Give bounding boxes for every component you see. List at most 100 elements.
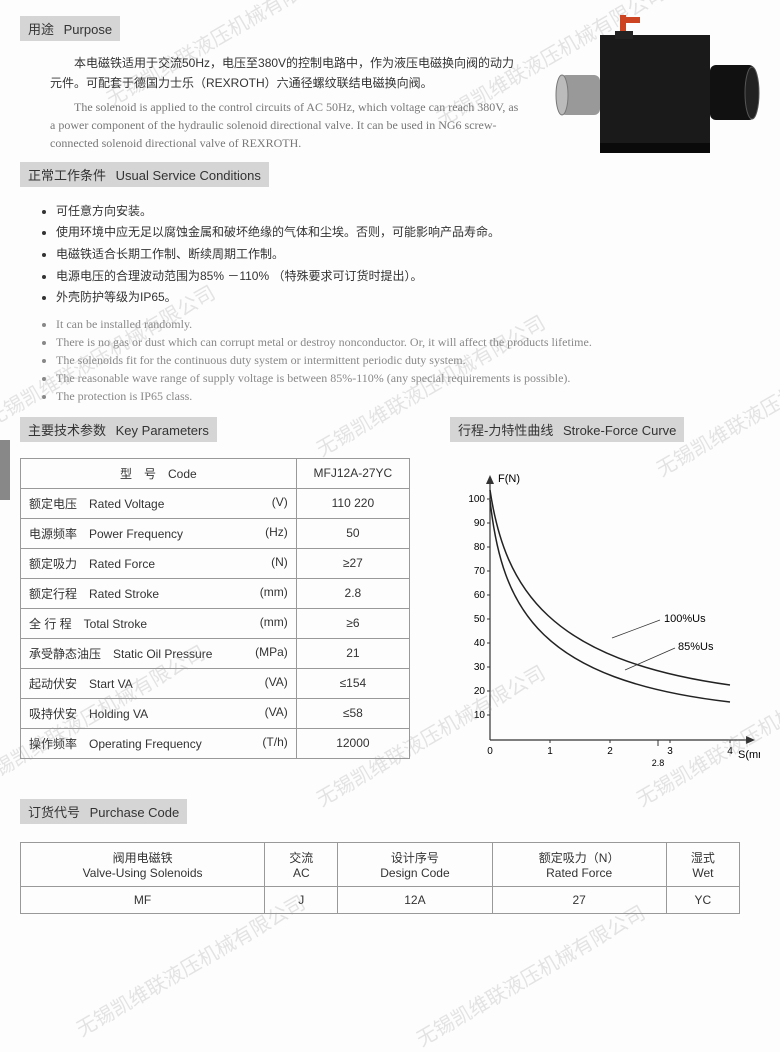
condition-item: 电源电压的合理波动范围为85% －110% （特殊要求可订货时提出）。 bbox=[56, 266, 760, 288]
svg-text:70: 70 bbox=[474, 566, 486, 577]
params-header-en: Key Parameters bbox=[116, 423, 209, 438]
conditions-list-en: It can be installed randomly. There is n… bbox=[56, 315, 760, 405]
param-label: 吸持伏安 Holding VA bbox=[29, 705, 148, 722]
curve-100us bbox=[490, 490, 730, 685]
param-unit: (VA) bbox=[265, 675, 288, 692]
param-unit: (mm) bbox=[260, 615, 288, 632]
svg-text:80: 80 bbox=[474, 542, 486, 553]
pcode-header: 订货代号 Purchase Code bbox=[20, 799, 187, 824]
pcode-cell: YC bbox=[666, 886, 739, 913]
svg-text:20: 20 bbox=[474, 686, 486, 697]
purpose-header-en: Purpose bbox=[64, 22, 112, 37]
curve-header: 行程-力特性曲线 Stroke-Force Curve bbox=[450, 417, 684, 442]
curve-header-en: Stroke-Force Curve bbox=[563, 423, 676, 438]
svg-text:2: 2 bbox=[607, 746, 613, 757]
pcode-h-cn: 阀用电磁铁 bbox=[29, 849, 256, 866]
param-unit: (Hz) bbox=[265, 525, 288, 542]
pcode-h-en: AC bbox=[273, 866, 329, 880]
params-header-cn: 主要技术参数 bbox=[28, 423, 106, 438]
pcode-h-en: Rated Force bbox=[501, 866, 658, 880]
svg-text:30: 30 bbox=[474, 662, 486, 673]
svg-text:90: 90 bbox=[474, 518, 486, 529]
pcode-header-cn: 订货代号 bbox=[28, 805, 80, 820]
x-axis-label: S(mm) bbox=[738, 749, 760, 761]
svg-text:3: 3 bbox=[667, 746, 673, 757]
curve-header-cn: 行程-力特性曲线 bbox=[458, 423, 553, 438]
pcode-cell: 12A bbox=[338, 886, 492, 913]
param-value: 2.8 bbox=[296, 578, 409, 608]
side-tab bbox=[0, 440, 10, 500]
conditions-header: 正常工作条件 Usual Service Conditions bbox=[20, 162, 269, 187]
param-value: ≤58 bbox=[296, 698, 409, 728]
purpose-text-en: The solenoid is applied to the control c… bbox=[50, 98, 520, 152]
condition-item: There is no gas or dust which can corrup… bbox=[56, 333, 760, 351]
pcode-h-cn: 设计序号 bbox=[346, 849, 483, 866]
pcode-h-en: Design Code bbox=[346, 866, 483, 880]
param-value: ≤154 bbox=[296, 668, 409, 698]
param-value: 110 220 bbox=[296, 488, 409, 518]
param-label: 起动伏安 Start VA bbox=[29, 675, 133, 692]
param-value: 21 bbox=[296, 638, 409, 668]
condition-item: It can be installed randomly. bbox=[56, 315, 760, 333]
param-label: 额定行程 Rated Stroke bbox=[29, 585, 159, 602]
condition-item: 电磁铁适合长期工作制、断续周期工作制。 bbox=[56, 244, 760, 266]
param-unit: (N) bbox=[271, 555, 288, 572]
pcode-h-cn: 交流 bbox=[273, 849, 329, 866]
param-unit: (VA) bbox=[265, 705, 288, 722]
curve2-label: 85%Us bbox=[678, 641, 714, 653]
svg-text:4: 4 bbox=[727, 746, 733, 757]
param-label: 电源频率 Power Frequency bbox=[29, 525, 183, 542]
param-value: 50 bbox=[296, 518, 409, 548]
pcode-h-en: Valve-Using Solenoids bbox=[29, 866, 256, 880]
pcode-cell: 27 bbox=[492, 886, 666, 913]
pcode-h-cn: 额定吸力（N） bbox=[501, 849, 658, 866]
params-table: 型 号 Code MFJ12A-27YC 额定电压 Rated Voltage (… bbox=[20, 458, 410, 759]
svg-text:10: 10 bbox=[474, 710, 486, 721]
curve-section: 行程-力特性曲线 Stroke-Force Curve F(N) S(mm) 1… bbox=[450, 411, 760, 793]
param-label: 全 行 程 Total Stroke bbox=[29, 615, 147, 632]
svg-text:1: 1 bbox=[547, 746, 553, 757]
pcode-header-en: Purchase Code bbox=[90, 805, 180, 820]
condition-item: 外壳防护等级为IP65。 bbox=[56, 287, 760, 309]
purpose-header: 用途 Purpose bbox=[20, 16, 120, 41]
param-value: 12000 bbox=[296, 728, 409, 758]
purchase-code-table: 阀用电磁铁Valve-Using Solenoids 交流AC 设计序号Desi… bbox=[20, 842, 740, 914]
svg-text:0: 0 bbox=[487, 746, 493, 757]
product-image bbox=[530, 5, 760, 180]
purpose-header-cn: 用途 bbox=[28, 22, 54, 37]
watermark: 无锡凯维联液压机械有限公司 bbox=[410, 897, 650, 1052]
params-header: 主要技术参数 Key Parameters bbox=[20, 417, 217, 442]
param-value: ≥27 bbox=[296, 548, 409, 578]
stroke-force-chart: F(N) S(mm) 10 20 30 40 50 60 70 80 90 10… bbox=[450, 470, 760, 790]
svg-text:60: 60 bbox=[474, 590, 486, 601]
svg-text:100: 100 bbox=[468, 494, 485, 505]
params-header-label: 型 号 Code bbox=[21, 458, 297, 488]
param-unit: (V) bbox=[272, 495, 288, 512]
param-label: 操作频率 Operating Frequency bbox=[29, 735, 202, 752]
param-value: ≥6 bbox=[296, 608, 409, 638]
pcode-h-en: Wet bbox=[675, 866, 731, 880]
pcode-h-cn: 湿式 bbox=[675, 849, 731, 866]
param-label: 额定电压 Rated Voltage bbox=[29, 495, 164, 512]
param-unit: (T/h) bbox=[262, 735, 287, 752]
params-section: 主要技术参数 Key Parameters 型 号 Code MFJ12A-27… bbox=[20, 411, 410, 759]
condition-item: The solenoids fit for the continuous dut… bbox=[56, 351, 760, 369]
conditions-header-en: Usual Service Conditions bbox=[116, 168, 261, 183]
param-label: 承受静态油压 Static Oil Pressure bbox=[29, 645, 212, 662]
curve1-label: 100%Us bbox=[664, 613, 706, 625]
param-label: 额定吸力 Rated Force bbox=[29, 555, 155, 572]
svg-text:2.8: 2.8 bbox=[652, 758, 665, 768]
purpose-section: 用途 Purpose 本电磁铁适用于交流50Hz，电压至380V的控制电路中，作… bbox=[20, 10, 760, 152]
condition-item: 可任意方向安装。 bbox=[56, 201, 760, 223]
param-unit: (MPa) bbox=[255, 645, 288, 662]
param-unit: (mm) bbox=[260, 585, 288, 602]
svg-text:40: 40 bbox=[474, 638, 486, 649]
pcode-cell: J bbox=[265, 886, 338, 913]
condition-item: 使用环境中应无足以腐蚀金属和破坏绝缘的气体和尘埃。否则，可能影响产品寿命。 bbox=[56, 222, 760, 244]
conditions-header-cn: 正常工作条件 bbox=[28, 168, 106, 183]
params-header-value: MFJ12A-27YC bbox=[296, 458, 409, 488]
condition-item: The protection is IP65 class. bbox=[56, 387, 760, 405]
condition-item: The reasonable wave range of supply volt… bbox=[56, 369, 760, 387]
conditions-list-cn: 可任意方向安装。 使用环境中应无足以腐蚀金属和破坏绝缘的气体和尘埃。否则，可能影… bbox=[56, 201, 760, 309]
curve-85us bbox=[490, 500, 730, 702]
